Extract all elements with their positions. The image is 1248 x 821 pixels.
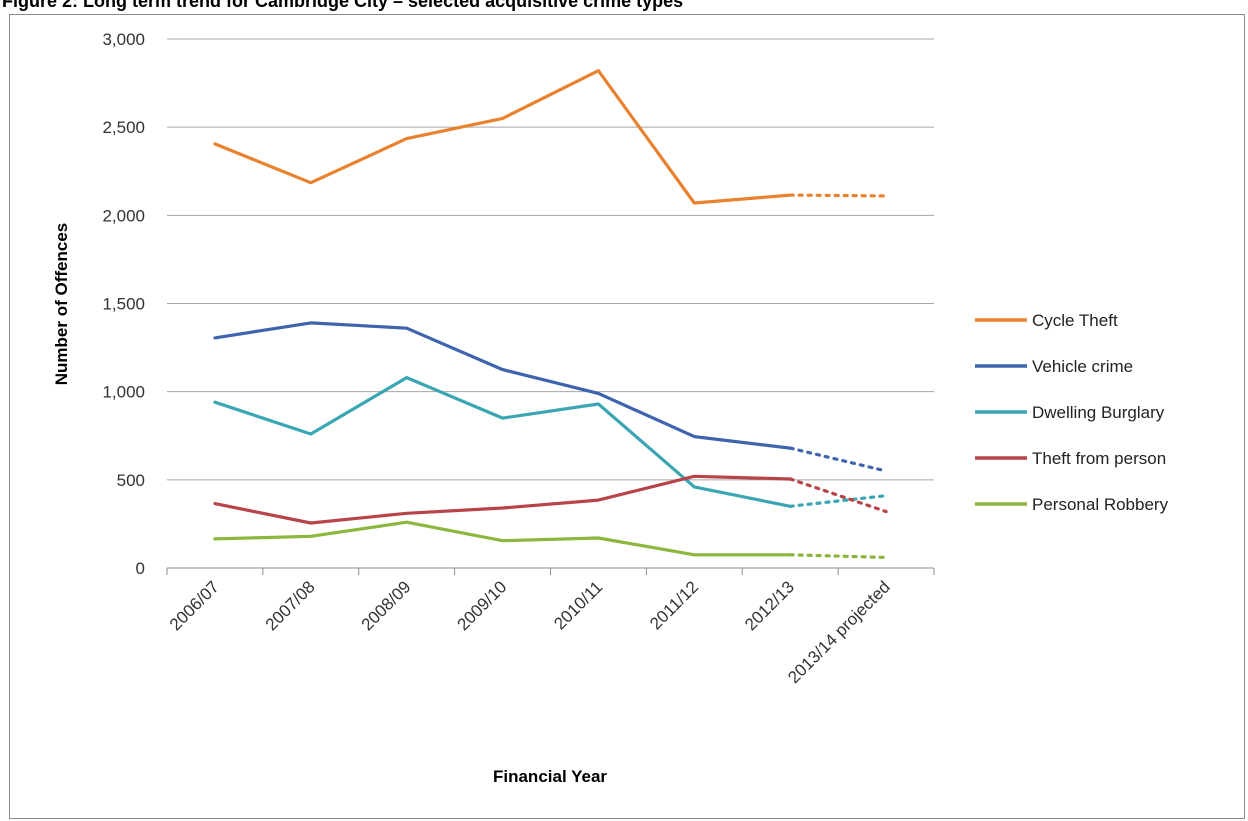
y-tick-label: 3,000 (102, 30, 145, 49)
legend-item: Vehicle crime (975, 357, 1133, 376)
series-theft-from-person (213, 474, 888, 525)
series-personal-robbery (213, 520, 888, 560)
series-lines (213, 69, 888, 560)
y-tick-label: 2,000 (102, 206, 145, 225)
figure-caption: Figure 2: Long term trend for Cambridge … (2, 0, 684, 11)
series-line (213, 520, 792, 557)
series-dwelling-burglary (213, 376, 888, 508)
x-tick-label: 2011/12 (646, 577, 702, 633)
legend-label: Theft from person (1032, 449, 1166, 468)
projected-segment (788, 553, 888, 560)
legend: Cycle Theft Vehicle crime Dwelling Burglar… (975, 311, 1169, 514)
axes: 0 500 1,000 1,500 2,000 2,500 3,000 2006/07 2007… (102, 30, 935, 687)
gridlines (167, 38, 934, 481)
chart-frame (9, 14, 1245, 819)
series-line (213, 321, 792, 450)
legend-item: Theft from person (975, 449, 1166, 468)
legend-label: Vehicle crime (1032, 357, 1133, 376)
x-tick-label: 2010/11 (550, 577, 606, 633)
series-cycle-theft (213, 69, 888, 205)
x-tick-label: 2012/13 (741, 577, 798, 634)
legend-item: Cycle Theft (975, 311, 1118, 330)
legend-item: Personal Robbery (975, 495, 1169, 514)
x-axis-label: Financial Year (493, 767, 607, 786)
projected-segment (788, 193, 888, 198)
legend-label: Cycle Theft (1032, 311, 1118, 330)
x-tick-label: 2007/08 (262, 577, 319, 634)
x-tick-label: 2006/07 (166, 577, 223, 634)
legend-label: Dwelling Burglary (1032, 403, 1165, 422)
projected-segment (788, 446, 888, 473)
projected-segment (788, 494, 888, 508)
series-line (213, 376, 792, 508)
projected-segment (788, 477, 888, 514)
x-tick-label: 2008/09 (358, 577, 415, 634)
series-vehicle-crime (213, 321, 888, 473)
y-tick-label: 1,500 (102, 295, 145, 314)
y-tick-label: 1,000 (102, 383, 145, 402)
x-tick-label: 2009/10 (454, 577, 511, 634)
x-tick-label: 2013/14 projected (784, 577, 894, 687)
series-line (213, 474, 792, 525)
y-tick-label: 0 (136, 559, 145, 578)
legend-item: Dwelling Burglary (975, 403, 1165, 422)
y-axis-label: Number of Offences (52, 223, 71, 385)
legend-label: Personal Robbery (1032, 495, 1169, 514)
y-tick-label: 500 (117, 471, 145, 490)
y-tick-label: 2,500 (102, 118, 145, 137)
series-line (213, 69, 792, 205)
